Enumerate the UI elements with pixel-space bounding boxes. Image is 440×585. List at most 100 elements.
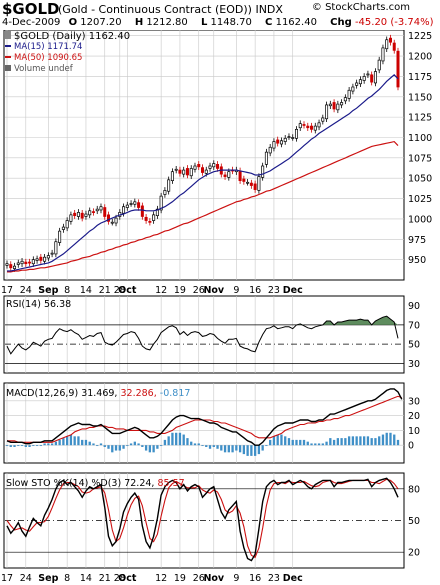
candle-body <box>58 230 62 243</box>
price-tick-label: 950 <box>408 255 426 266</box>
candle-body <box>133 201 137 205</box>
candle-body <box>50 252 54 255</box>
macd-hist-bar <box>347 436 351 446</box>
macd-hist-bar <box>374 438 377 446</box>
macd-hist-bar <box>381 434 385 446</box>
macd-hist-bar <box>193 443 197 446</box>
macd-hist-bar <box>280 434 283 446</box>
macd-hist-bar <box>378 436 381 446</box>
date-tick-label: 16 <box>249 285 261 296</box>
candle-body <box>5 263 9 266</box>
candle-body <box>99 206 103 211</box>
macd-hist-bar <box>389 432 392 446</box>
macd-tick-label: 10 <box>408 426 420 437</box>
price-tick-label: 1000 <box>408 214 432 225</box>
volume-legend-text: Volume undef <box>14 64 74 74</box>
candle-body <box>182 169 186 175</box>
macd-hist-bar <box>295 439 298 446</box>
sto-legend: Slow STO %K(14) %D(3) 72.24, 85.57 <box>6 478 185 489</box>
candle-body <box>54 241 58 255</box>
date-tick-label: 17 <box>1 285 13 296</box>
sto-y-axis: 20 50 80 <box>408 484 420 558</box>
macd-hist-bar <box>321 443 324 446</box>
candle-body <box>73 212 77 217</box>
candle-body <box>392 42 396 51</box>
low-label: L <box>200 17 208 28</box>
candle-body <box>148 221 152 223</box>
candle-body <box>189 168 193 177</box>
macd-hist-bar <box>175 432 178 446</box>
macd-hist-bar <box>50 443 54 446</box>
macd-hist-bar <box>310 443 313 446</box>
macd-hist-bar <box>69 434 73 446</box>
macd-hist-bar <box>227 445 230 453</box>
candle-body <box>193 165 197 170</box>
candle-body <box>332 102 336 110</box>
date-tick-label: 12 <box>155 573 167 584</box>
date-tick-label: 8 <box>64 285 70 296</box>
candle-body <box>321 117 325 122</box>
candle-legend-icon <box>5 31 11 39</box>
candle-body <box>170 171 174 182</box>
chg-value: -45.20 (-3.74%) <box>354 17 434 28</box>
macd-hist-bar <box>24 445 27 447</box>
macd-tick-label: 20 <box>408 411 420 422</box>
candle-body <box>340 102 344 106</box>
macd-hist-bar <box>28 445 31 447</box>
candle-body <box>264 151 268 165</box>
candle-body <box>377 59 381 71</box>
date-tick-label: Sep <box>38 285 58 296</box>
date-tick-label: 19 <box>174 573 186 584</box>
candle-body <box>140 205 144 217</box>
symbol-description: (Gold - Continuous Contract (EOD)) INDX <box>58 3 283 16</box>
candle-body <box>310 125 314 130</box>
macd-legend: MACD(12,26,9) 31.469, 32.286, -0.817 <box>6 388 190 399</box>
date-tick-label: 14 <box>80 573 92 584</box>
candle-body <box>208 165 212 169</box>
macd-hist-bar <box>178 432 182 446</box>
macd-panel <box>3 382 405 464</box>
macd-hist-bar <box>351 436 355 446</box>
macd-histogram <box>5 432 400 456</box>
high-label: H <box>134 17 144 28</box>
date-tick-label: Nov <box>203 285 224 296</box>
candle-body <box>107 214 111 222</box>
candle-body <box>103 207 107 217</box>
macd-hist-bar <box>253 445 257 456</box>
macd-hist-bar <box>190 441 193 446</box>
candle-body <box>242 178 246 182</box>
candle-body <box>223 174 227 177</box>
quote-row: 4-Dec-2009 O 1207.20 H 1212.80 L 1148.70… <box>2 17 440 28</box>
candle-body <box>362 76 366 81</box>
date-tick-label: 14 <box>80 285 92 296</box>
candle-body <box>249 182 253 186</box>
candle-body <box>283 137 287 142</box>
macd-hist-bar <box>96 445 99 447</box>
rsi-y-axis: 30 50 70 90 <box>408 301 420 370</box>
candle-body <box>69 214 73 222</box>
candle-body <box>276 139 280 144</box>
candle-body <box>159 195 163 211</box>
chart-header: $GOLD (Gold - Continuous Contract (EOD))… <box>0 0 440 32</box>
macd-hist-bar <box>269 439 272 446</box>
macd-hist-bar <box>242 445 246 455</box>
candle-body <box>216 164 220 169</box>
date-tick-label: 12 <box>155 285 167 296</box>
date-tick-label: Sep <box>38 573 58 584</box>
rsi-legend: RSI(14) 56.38 <box>6 299 71 310</box>
sto-tick-label: 50 <box>408 516 420 527</box>
price-tick-label: 1150 <box>408 92 432 103</box>
macd-hist-bar <box>99 443 103 446</box>
date-tick-label: 8 <box>64 573 70 584</box>
date-tick-label: 26 <box>193 285 205 296</box>
price-tick-label: 975 <box>408 235 426 246</box>
candle-body <box>16 262 20 265</box>
rsi-line <box>6 315 399 355</box>
candle-body <box>20 260 24 265</box>
date-tick-label: Nov <box>203 573 224 584</box>
rsi-overbought-fill <box>7 316 398 325</box>
macd-hist-bar <box>47 443 50 446</box>
candle-body <box>366 73 370 76</box>
high-value: 1212.80 <box>146 17 188 28</box>
